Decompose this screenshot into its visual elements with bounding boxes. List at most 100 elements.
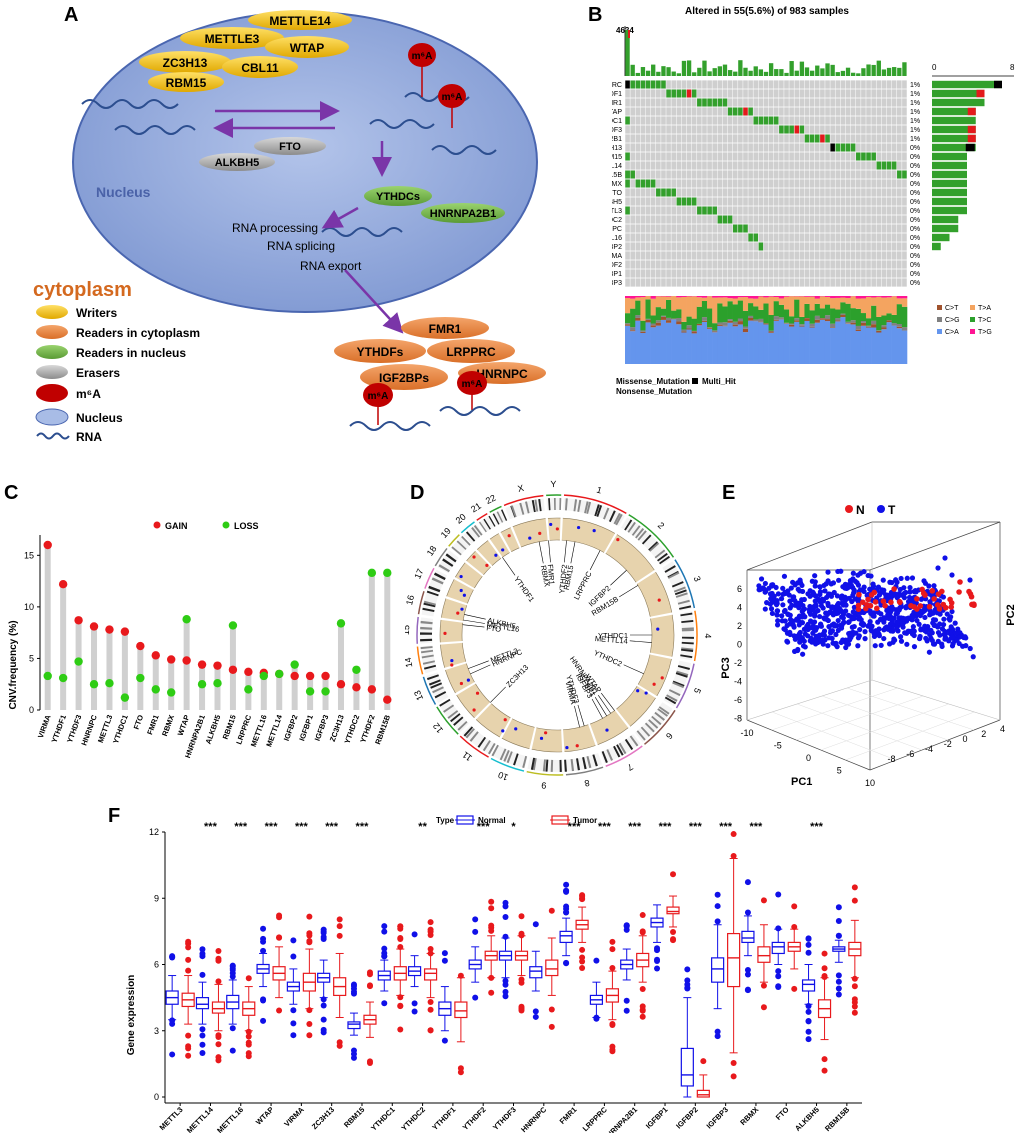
titv-segment [722,306,728,323]
cnv-dot [462,593,466,597]
outlier [714,891,721,898]
box [680,1047,694,1087]
chrom-label: 7 [625,762,634,773]
titv-segment [763,296,769,298]
mutation-cell [871,152,876,161]
titv-segment [876,332,882,364]
titv-segment [635,317,641,321]
cnv-dot [644,691,648,695]
outlier [835,904,842,911]
pca-point-t [890,606,896,612]
gene-label: IGFBP2 [612,244,622,251]
outlier [411,1008,418,1015]
pca-point-t [877,590,883,596]
titv-segment [876,316,882,331]
pca-point-t [893,611,899,617]
writer-group: METTLE14 METTLE3 WTAP ZC3H13 CBL11 RBM15 [139,10,352,92]
titv-segment [645,318,651,320]
outlier [320,996,327,1003]
gain-point [89,622,99,631]
pca-point-t [892,637,898,643]
titv-segment [748,317,754,321]
mutation-cell [661,80,666,89]
outlier [199,971,206,978]
cnv-track-border [476,540,489,550]
cnv-track-border [462,605,468,621]
outlier [502,933,509,940]
outlier [639,912,646,919]
tmb-bar [789,61,794,76]
chrom-band [491,744,499,757]
gene-label: YTHDC2 [592,648,623,668]
tmb-bar [635,72,640,76]
pca-point-t [781,573,788,579]
legend-label: Nonsense_Mutation [616,387,692,396]
mutation-cell [671,188,676,197]
pca-point-t [967,645,973,652]
pca-point-n [926,603,933,610]
tmb-bar [876,60,881,76]
cnv-dot [656,627,660,631]
cnv-track-border [440,644,445,668]
pca-point-t [850,592,856,598]
outlier [791,903,798,910]
titv-segment [758,309,764,319]
pca-point-n [871,589,878,596]
pca-point-n [968,593,975,600]
mutation-cell [712,98,717,107]
outlier [670,929,677,936]
titv-segment [886,313,892,321]
pca-point-t [922,606,928,612]
titv-segment [865,318,872,326]
legend-label: Multi_Hit [702,377,736,386]
tmb-bar [799,61,805,76]
chrom-ideogram [679,611,694,661]
pca-point-t [829,605,835,611]
outlier [472,928,479,935]
cnv-stem [152,655,159,710]
titv-segment [732,304,739,322]
box [423,968,438,981]
titv-segment [660,308,667,316]
pca-point-t [882,616,888,622]
outlier [639,986,646,993]
pc1-tick: -5 [774,741,782,751]
outlier [791,923,798,930]
titv-segment [886,297,892,314]
loss-point [305,687,315,696]
tmb-bar [651,64,656,76]
titv-legend-label: C>G [945,317,960,324]
pca-point-t [832,623,838,629]
pca-point-t [801,596,807,603]
pca-point-t [922,614,928,621]
pca-point-t [797,577,803,583]
chrom-band [503,750,510,762]
outlier [245,975,252,982]
gene-count-bar [932,143,976,152]
cyto-reader-oval [401,317,489,339]
titv-segment [794,318,800,321]
outlier [532,1008,539,1015]
cnv-track-border [501,737,530,749]
cnv-stem [291,664,298,710]
outlier [488,927,495,934]
tmb-bar [809,70,815,76]
grid-bg [625,80,907,287]
significance-label: *** [356,821,370,833]
pca-point-t [775,591,781,597]
titv-segment [865,296,872,297]
outlier [760,982,767,989]
pca-point-n [940,601,947,608]
outlier [609,964,616,971]
chrom-band [461,535,471,546]
tmb-bar [871,64,876,76]
pca-point-t [868,573,874,579]
titv-segment [840,302,846,314]
cnv-track [440,642,466,668]
outlier [791,985,798,992]
chrom-band [648,719,659,729]
cnv-track-border [564,745,596,753]
m6a-mark [408,43,436,67]
outlier [488,974,495,981]
mutation-cell [779,125,784,134]
